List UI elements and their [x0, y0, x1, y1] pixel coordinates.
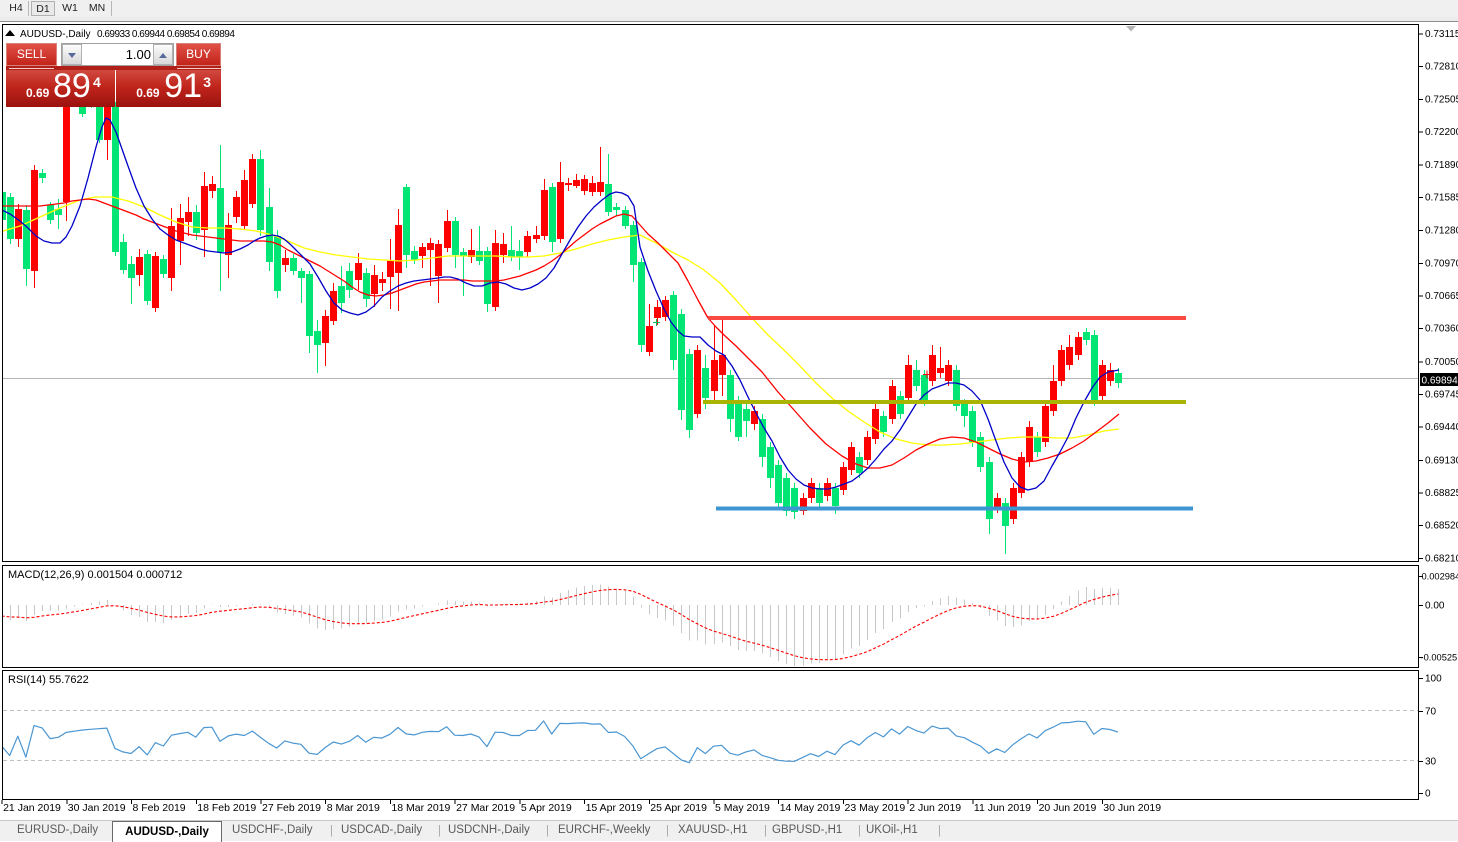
- svg-text:20 Jun 2019: 20 Jun 2019: [1039, 802, 1097, 814]
- svg-text:MACD(12,26,9) 0.001504 0.00071: MACD(12,26,9) 0.001504 0.000712: [8, 569, 182, 581]
- svg-text:0.71890: 0.71890: [1425, 160, 1458, 171]
- svg-text:0.70360: 0.70360: [1425, 324, 1458, 335]
- svg-text:14 May 2019: 14 May 2019: [780, 802, 841, 814]
- svg-text:0.69933 0.69944 0.69854 0.6989: 0.69933 0.69944 0.69854 0.69894: [97, 29, 235, 40]
- svg-text:0.68825: 0.68825: [1425, 488, 1458, 499]
- svg-text:8 Mar 2019: 8 Mar 2019: [327, 802, 380, 814]
- svg-text:AUDUSD-,Daily: AUDUSD-,Daily: [20, 29, 91, 40]
- svg-text:27 Mar 2019: 27 Mar 2019: [456, 802, 515, 814]
- svg-text:2 Jun 2019: 2 Jun 2019: [909, 802, 961, 814]
- svg-text:-0.00525: -0.00525: [1421, 653, 1458, 663]
- svg-text:0.71280: 0.71280: [1425, 225, 1458, 236]
- svg-text:8 Feb 2019: 8 Feb 2019: [133, 802, 186, 814]
- svg-text:70: 70: [1425, 707, 1437, 718]
- svg-text:0.69440: 0.69440: [1425, 422, 1458, 433]
- svg-text:0: 0: [1425, 789, 1431, 800]
- svg-text:0.002984: 0.002984: [1422, 572, 1458, 582]
- svg-text:11 Jun 2019: 11 Jun 2019: [974, 802, 1031, 814]
- svg-text:30 Jan 2019: 30 Jan 2019: [68, 802, 126, 814]
- svg-text:RSI(14) 55.7622: RSI(14) 55.7622: [8, 674, 89, 686]
- svg-text:0.68520: 0.68520: [1425, 521, 1458, 532]
- svg-text:0.72200: 0.72200: [1425, 127, 1458, 138]
- svg-text:0.70050: 0.70050: [1425, 357, 1458, 368]
- svg-text:0.68210: 0.68210: [1425, 554, 1458, 565]
- svg-text:0.69745: 0.69745: [1425, 390, 1458, 401]
- svg-text:0.69130: 0.69130: [1425, 455, 1458, 466]
- svg-text:0.00: 0.00: [1425, 601, 1445, 612]
- svg-text:23 May 2019: 23 May 2019: [845, 802, 906, 814]
- svg-text:100: 100: [1425, 674, 1442, 685]
- svg-text:30 Jun 2019: 30 Jun 2019: [1103, 802, 1161, 814]
- svg-text:25 Apr 2019: 25 Apr 2019: [650, 802, 707, 814]
- svg-text:18 Mar 2019: 18 Mar 2019: [391, 802, 450, 814]
- svg-text:21 Jan 2019: 21 Jan 2019: [3, 802, 61, 814]
- svg-text:5 Apr 2019: 5 Apr 2019: [521, 802, 572, 814]
- svg-text:5 May 2019: 5 May 2019: [715, 802, 770, 814]
- svg-text:0.73115: 0.73115: [1425, 29, 1458, 40]
- svg-text:0.72810: 0.72810: [1425, 62, 1458, 73]
- svg-text:30: 30: [1425, 757, 1437, 768]
- svg-text:0.70970: 0.70970: [1425, 259, 1458, 270]
- svg-text:0.72505: 0.72505: [1425, 94, 1458, 105]
- svg-text:0.71585: 0.71585: [1425, 193, 1458, 204]
- svg-text:0.69894: 0.69894: [1422, 376, 1458, 387]
- svg-text:27 Feb 2019: 27 Feb 2019: [262, 802, 321, 814]
- svg-text:18 Feb 2019: 18 Feb 2019: [197, 802, 256, 814]
- svg-text:0.70665: 0.70665: [1425, 291, 1458, 302]
- svg-text:15 Apr 2019: 15 Apr 2019: [586, 802, 643, 814]
